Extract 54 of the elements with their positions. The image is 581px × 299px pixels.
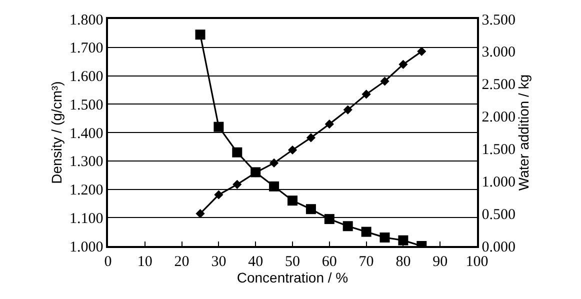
point	[214, 190, 224, 200]
y-tick-label: 1.700	[70, 40, 104, 57]
point	[380, 232, 390, 242]
y-tick-label: 1.300	[70, 154, 104, 170]
x-tick-label: 70	[358, 254, 374, 270]
y2-tick-label: 0.000	[482, 239, 516, 256]
x-tick-label: 0	[104, 254, 112, 270]
point	[195, 30, 206, 40]
point	[324, 214, 334, 224]
y2-axis-title: Water addition / kg	[516, 74, 532, 191]
point	[270, 158, 279, 168]
y-tick-label: 1.000	[70, 239, 104, 256]
y2-tick-label: 3.000	[482, 44, 516, 61]
point	[232, 147, 242, 158]
y2-tick-label: 2.500	[482, 77, 516, 94]
point	[380, 76, 390, 86]
y-axis-title: Density / (g/cm³)	[48, 81, 65, 184]
point	[324, 120, 334, 129]
point	[398, 60, 408, 69]
x-tick-label: 30	[211, 254, 226, 270]
point	[232, 180, 242, 189]
x-axis-title: Concentration / %	[236, 270, 348, 286]
point	[361, 226, 372, 237]
y-tick-label: 1.500	[70, 97, 104, 114]
y-tick-label: 1.400	[70, 126, 104, 142]
y-tick-label: 1.800	[70, 12, 104, 28]
x-tick-label: 20	[174, 254, 190, 270]
y2-tick-label: 3.500	[482, 12, 516, 28]
point	[306, 133, 316, 142]
point	[306, 204, 316, 214]
x-tick-label: 40	[248, 254, 264, 270]
x-tick-label: 90	[432, 254, 448, 270]
y2-tick-label: 2.000	[482, 110, 516, 126]
y2-tick-label: 1.500	[482, 142, 516, 158]
point	[288, 196, 298, 206]
y2-tick-label: 1.000	[482, 174, 516, 190]
y-tick-label: 1.600	[70, 69, 104, 85]
y2-tick-label: 0.500	[482, 206, 516, 223]
point	[214, 122, 224, 132]
y-tick-label: 1.100	[70, 210, 104, 227]
x-tick-label: 10	[137, 254, 152, 270]
point	[417, 46, 426, 56]
x-tick-label: 60	[322, 254, 337, 270]
point	[398, 235, 408, 246]
point	[269, 181, 280, 192]
y-tick-label: 1.200	[70, 182, 104, 198]
x-tick-label: 80	[396, 254, 411, 270]
point	[196, 209, 205, 218]
point	[342, 221, 353, 232]
x-tick-label: 50	[285, 254, 300, 270]
point	[343, 105, 352, 114]
x-tick-label: 100	[466, 254, 488, 270]
point	[362, 90, 371, 99]
point	[288, 145, 298, 155]
